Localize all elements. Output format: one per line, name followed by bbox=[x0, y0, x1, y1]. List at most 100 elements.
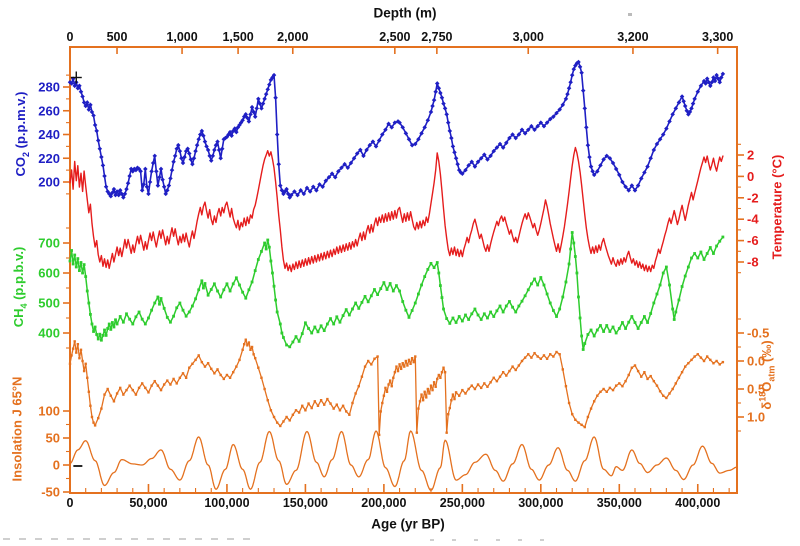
ch4-point bbox=[498, 304, 502, 308]
d18o-point bbox=[166, 379, 169, 382]
d18o-point bbox=[448, 406, 451, 410]
tick-label: 0 bbox=[747, 169, 754, 184]
d18o-point bbox=[73, 340, 76, 343]
ch4-point bbox=[81, 271, 84, 275]
d18o-point bbox=[159, 388, 163, 392]
co2-point bbox=[190, 161, 195, 167]
ch4-point bbox=[98, 332, 102, 336]
d18o-point bbox=[552, 355, 555, 358]
co2-point bbox=[265, 87, 271, 92]
d18o-point bbox=[571, 413, 574, 416]
d18o-point bbox=[71, 347, 75, 350]
ch4-point bbox=[225, 282, 229, 286]
d18o-point bbox=[370, 363, 373, 366]
ch4-point bbox=[93, 325, 97, 329]
d18o-point bbox=[79, 348, 83, 351]
d18o-markers bbox=[68, 338, 725, 437]
d18o-point bbox=[440, 371, 444, 374]
d18o-point bbox=[115, 392, 119, 395]
d18o-point bbox=[304, 409, 307, 412]
ch4-point bbox=[101, 334, 105, 337]
d18o-point bbox=[699, 356, 703, 359]
d18o-point bbox=[329, 402, 332, 405]
co2-point bbox=[453, 155, 459, 161]
ch4-point bbox=[363, 295, 367, 298]
tick-label: 0 bbox=[67, 30, 74, 44]
d18o-point bbox=[82, 369, 86, 373]
ch4-markers bbox=[68, 231, 725, 351]
d18o-point bbox=[112, 400, 116, 403]
d18o-point bbox=[76, 343, 80, 346]
ch4-axis-ticks: 700 600 500 400 bbox=[38, 227, 70, 349]
d18o-point bbox=[247, 341, 251, 344]
d18o-point bbox=[443, 371, 447, 374]
co2-point bbox=[425, 117, 431, 123]
ch4-point bbox=[191, 304, 194, 308]
d18o-point bbox=[442, 366, 445, 369]
ch4-point bbox=[664, 265, 668, 269]
ch4-point bbox=[530, 282, 533, 286]
d18o-point bbox=[437, 373, 441, 377]
ch4-point bbox=[580, 334, 584, 338]
d18o-point bbox=[536, 355, 539, 358]
d18o-point bbox=[652, 379, 656, 383]
ch4-point bbox=[413, 301, 417, 305]
tick-label: 2,000 bbox=[277, 30, 308, 44]
d18o-point bbox=[219, 373, 222, 377]
ch4-point bbox=[379, 287, 383, 290]
d18o-point bbox=[533, 351, 536, 355]
ch4-point bbox=[558, 307, 562, 311]
d18o-point bbox=[596, 394, 599, 397]
tick-label: 2,750 bbox=[421, 30, 452, 44]
co2-point bbox=[194, 142, 200, 148]
d18o-point bbox=[501, 371, 505, 374]
ch4-title-sub: 4 bbox=[18, 303, 29, 309]
d18o-point bbox=[169, 383, 172, 386]
d18o-point bbox=[225, 373, 229, 377]
d18o-point bbox=[228, 376, 232, 379]
d18o-point bbox=[649, 374, 652, 378]
ch4-point bbox=[156, 295, 160, 299]
co2-point bbox=[86, 107, 92, 112]
d18o-point bbox=[684, 365, 687, 368]
d18o-point bbox=[360, 375, 364, 378]
d18o-point bbox=[608, 386, 612, 390]
ch4-point bbox=[92, 330, 95, 333]
d18o-point bbox=[680, 371, 684, 374]
ch4-point bbox=[294, 335, 298, 338]
ch4-point bbox=[686, 265, 690, 269]
ch4-point bbox=[275, 310, 279, 314]
d18o-point bbox=[718, 363, 721, 366]
ch4-point bbox=[448, 322, 452, 325]
d18o-point bbox=[392, 376, 395, 379]
co2-point bbox=[582, 106, 588, 111]
ch4-point bbox=[661, 271, 665, 275]
tick-label: 3,300 bbox=[702, 30, 733, 44]
d18o-point bbox=[495, 379, 499, 383]
co2-point bbox=[580, 88, 586, 93]
ch4-point bbox=[467, 318, 471, 321]
d18o-point bbox=[451, 393, 455, 396]
ch4-point bbox=[718, 239, 722, 243]
d18o-point bbox=[90, 415, 94, 419]
d18o-point bbox=[125, 388, 128, 392]
co2-point bbox=[172, 153, 178, 159]
ch4-point bbox=[203, 282, 207, 285]
d18o-title-delta: δ bbox=[758, 401, 774, 410]
co2-point bbox=[249, 104, 255, 110]
co2-point bbox=[69, 81, 74, 86]
ch4-point bbox=[95, 333, 99, 336]
ch4-point bbox=[514, 310, 518, 314]
ch4-point bbox=[569, 247, 573, 251]
d18o-point bbox=[454, 391, 458, 394]
ch4-point bbox=[322, 329, 326, 332]
ch4-point bbox=[542, 283, 546, 287]
tick-label: 400 bbox=[38, 326, 60, 341]
d18o-point bbox=[147, 391, 150, 394]
d18o-point bbox=[301, 404, 304, 407]
d18o-point bbox=[203, 365, 207, 368]
co2-point bbox=[161, 184, 167, 190]
ch4-point bbox=[175, 306, 179, 310]
d18o-point bbox=[294, 409, 298, 412]
d18o-point bbox=[646, 377, 649, 381]
